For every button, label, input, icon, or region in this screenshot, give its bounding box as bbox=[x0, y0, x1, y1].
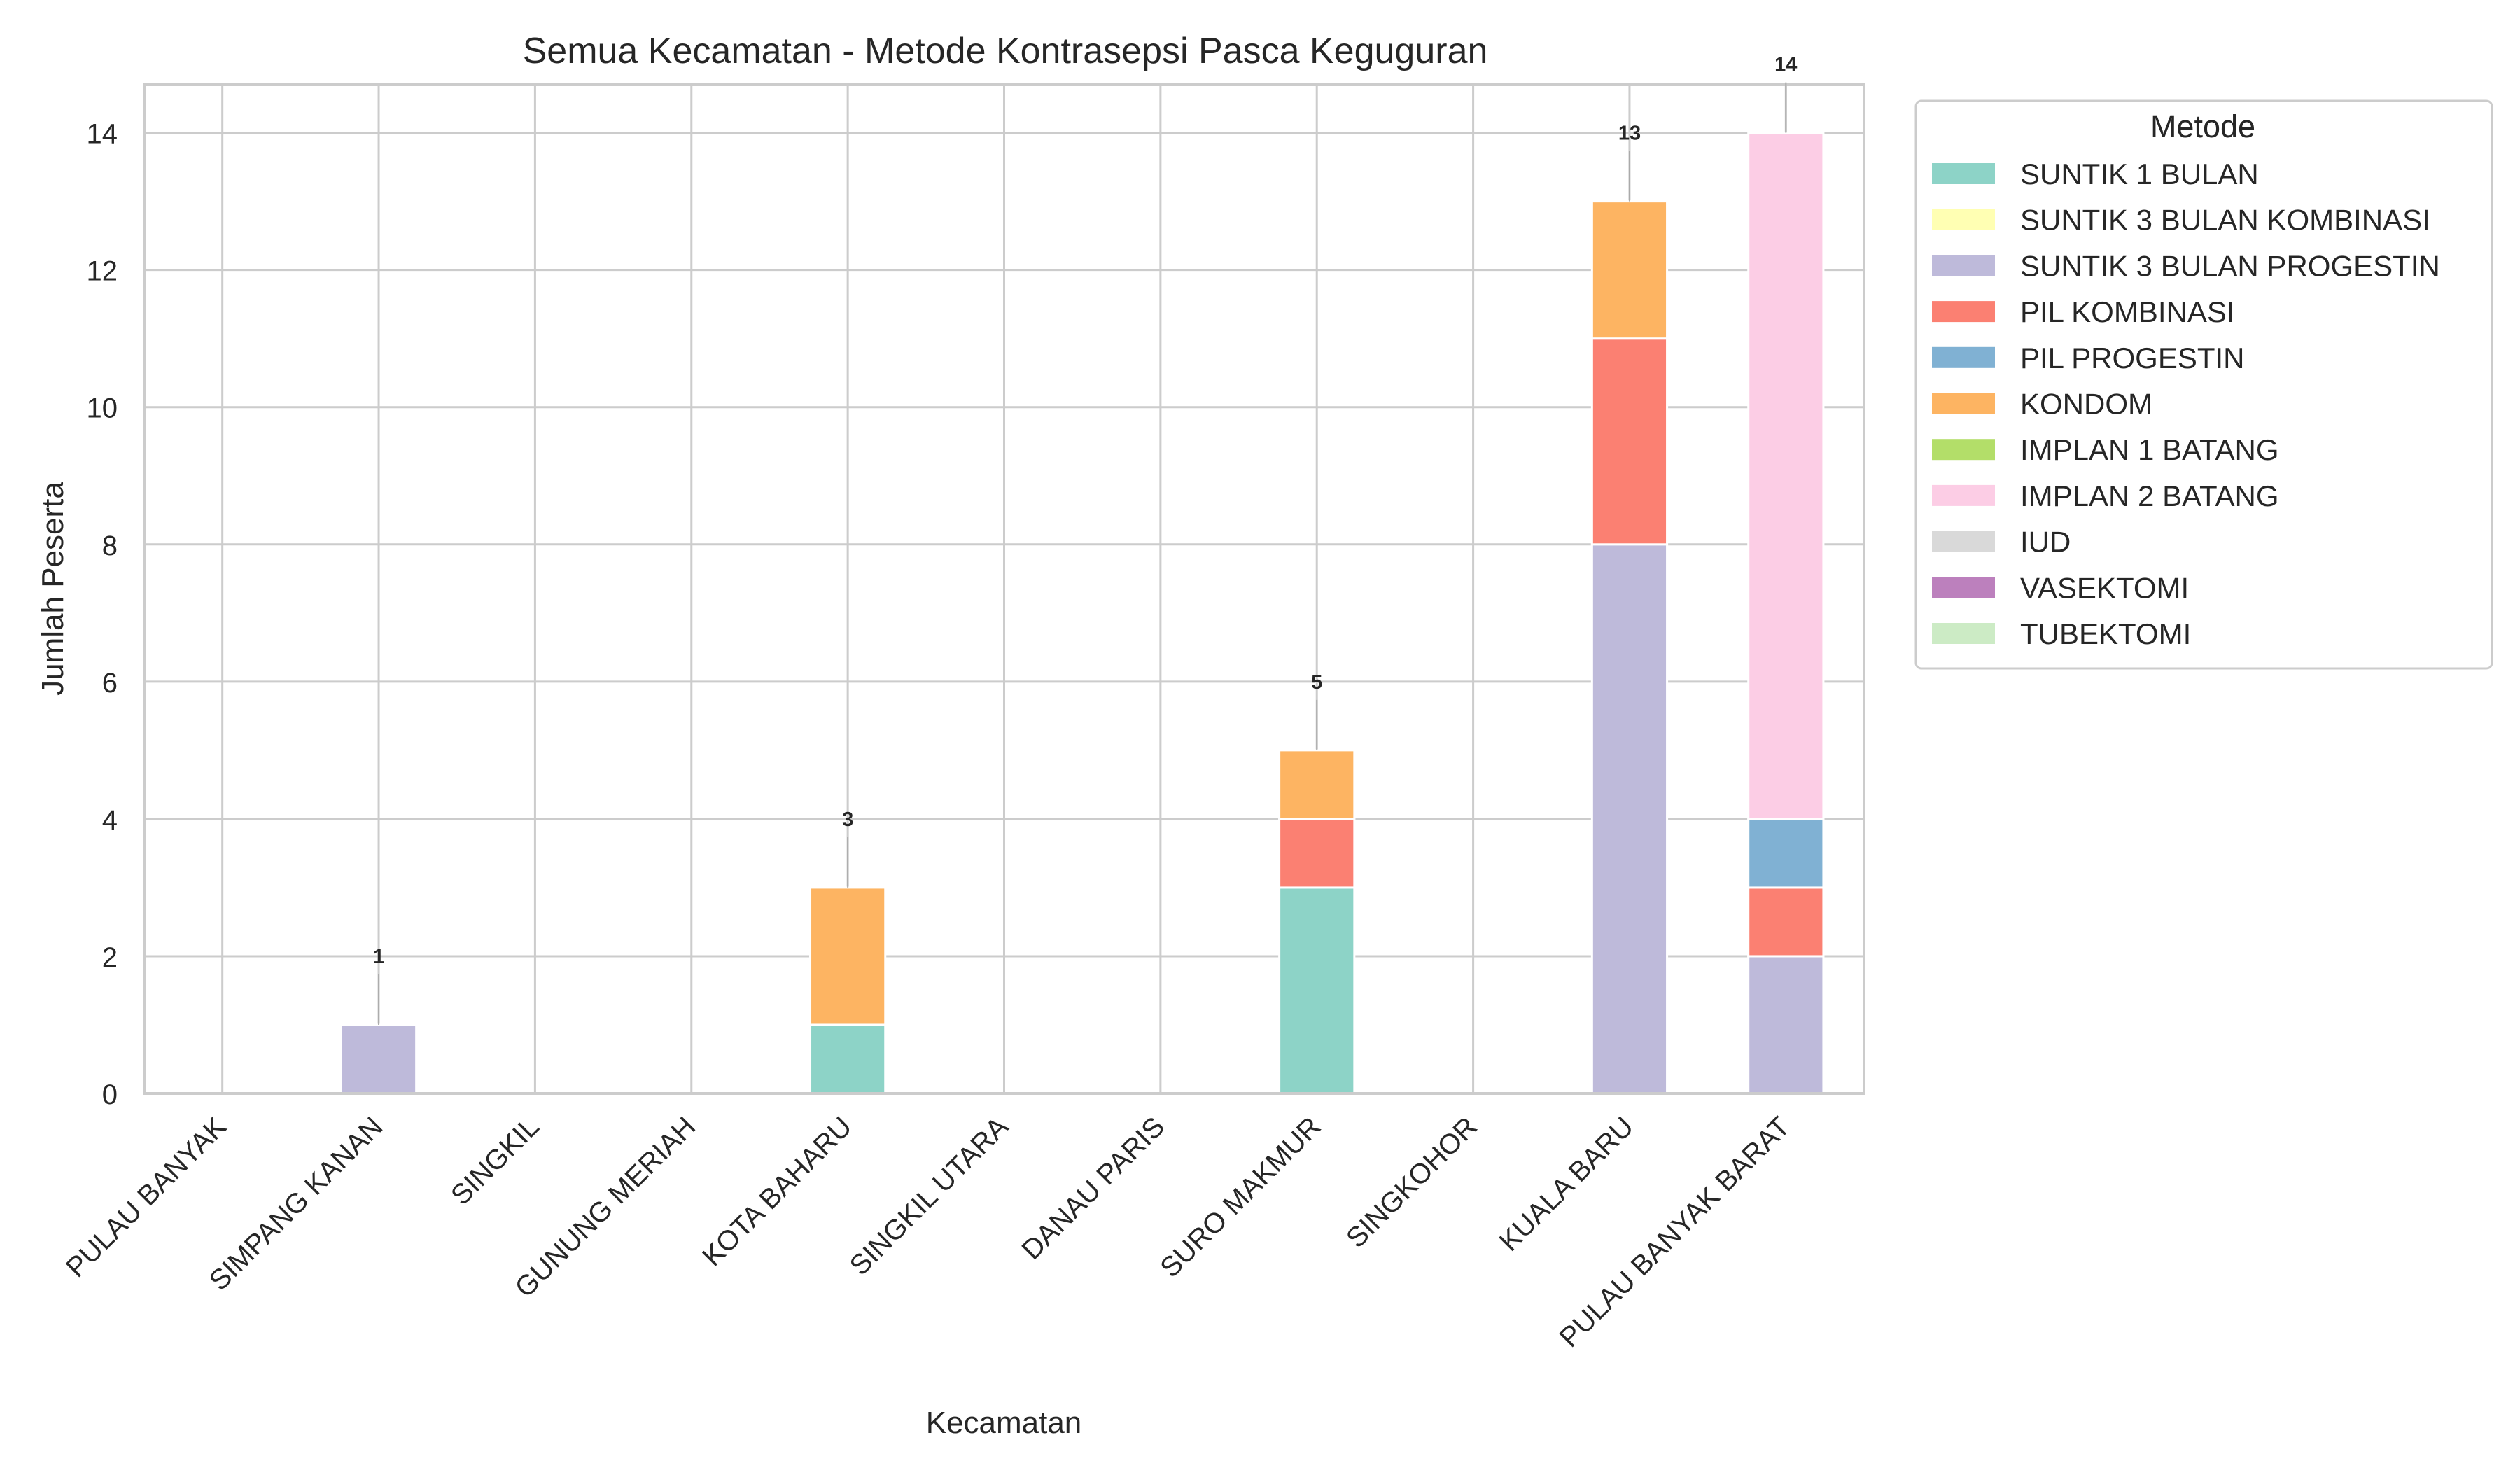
x-tick-label: KUALA BARU bbox=[1494, 1111, 1640, 1257]
bar-segment bbox=[1590, 543, 1669, 1095]
bar-segment bbox=[1278, 749, 1356, 820]
bar-segment bbox=[1278, 886, 1356, 1095]
legend-label: VASEKTOMI bbox=[2020, 571, 2189, 604]
legend-swatch bbox=[1932, 255, 1995, 276]
legend-swatch bbox=[1932, 301, 1995, 323]
y-tick-label: 12 bbox=[87, 256, 118, 287]
y-tick-label: 2 bbox=[102, 942, 118, 973]
total-label: 5 bbox=[1311, 671, 1322, 694]
y-tick-label: 14 bbox=[87, 119, 118, 150]
bar-segment bbox=[1747, 886, 1825, 958]
bar-segment bbox=[1747, 955, 1825, 1095]
legend-label: IMPLAN 1 BATANG bbox=[2020, 433, 2279, 466]
bar-segment bbox=[1278, 818, 1356, 889]
total-label: 1 bbox=[373, 946, 384, 968]
y-tick-label: 4 bbox=[102, 805, 118, 836]
y-tick-label: 8 bbox=[102, 531, 118, 561]
legend-frame bbox=[1914, 99, 2493, 670]
legend-label: PIL KOMBINASI bbox=[2020, 295, 2235, 328]
bar-stacks bbox=[340, 132, 1825, 1095]
legend-swatch bbox=[1932, 577, 1995, 598]
x-tick-label: PULAU BANYAK bbox=[60, 1111, 232, 1283]
x-tick-label: SINGKIL UTARA bbox=[844, 1111, 1015, 1282]
legend-label: SUNTIK 3 BULAN PROGESTIN bbox=[2020, 249, 2440, 282]
legend-label: SUNTIK 1 BULAN bbox=[2020, 158, 2259, 190]
legend-swatch bbox=[1932, 484, 1995, 506]
x-tick-label: SINGKIL bbox=[445, 1111, 545, 1211]
legend: Metode SUNTIK 1 BULAN SUNTIK 3 BULAN KOMB… bbox=[1914, 99, 2493, 670]
chart-title: Semua Kecamatan - Metode Kontrasepsi Pas… bbox=[523, 31, 1488, 71]
y-tick-label: 0 bbox=[102, 1079, 118, 1110]
x-tick-label: SIMPANG KANAN bbox=[204, 1111, 389, 1296]
legend-swatch bbox=[1932, 531, 1995, 552]
legend-swatch bbox=[1932, 163, 1995, 184]
legend-swatch bbox=[1932, 393, 1995, 414]
x-tick-label: SINGKOHOR bbox=[1340, 1111, 1483, 1254]
bar-segment bbox=[1590, 200, 1669, 340]
legend-label: SUNTIK 3 BULAN KOMBINASI bbox=[2020, 204, 2430, 237]
total-label: 13 bbox=[1618, 122, 1641, 145]
legend-items: SUNTIK 1 BULAN SUNTIK 3 BULAN KOMBINASI SU… bbox=[1932, 158, 2440, 650]
bar-segment bbox=[809, 1023, 887, 1095]
legend-label: KONDOM bbox=[2020, 388, 2152, 421]
legend-label: TUBEKTOMI bbox=[2020, 617, 2191, 650]
y-tick-label: 6 bbox=[102, 668, 118, 699]
x-axis-label: Kecamatan bbox=[926, 1406, 1082, 1440]
y-tick-label: 10 bbox=[87, 393, 118, 424]
bar-segment bbox=[1590, 337, 1669, 546]
total-label: 3 bbox=[842, 808, 853, 831]
legend-title: Metode bbox=[2150, 108, 2255, 144]
x-tick-label: SURO MAKMUR bbox=[1154, 1111, 1326, 1283]
legend-swatch bbox=[1932, 623, 1995, 644]
legend-swatch bbox=[1932, 209, 1995, 230]
bar-segment bbox=[809, 886, 887, 1026]
legend-label: IMPLAN 2 BATANG bbox=[2020, 479, 2279, 512]
total-label: 14 bbox=[1774, 54, 1797, 76]
bar-segment bbox=[1747, 818, 1825, 889]
legend-label: IUD bbox=[2020, 526, 2071, 559]
y-axis-label: Jumlah Peserta bbox=[36, 482, 70, 696]
legend-label: PIL PROGESTIN bbox=[2020, 342, 2245, 374]
legend-swatch bbox=[1932, 346, 1995, 368]
bar-segment bbox=[1747, 132, 1825, 820]
y-axis-ticks: 0 2 4 6 8 10 12 14 bbox=[87, 119, 118, 1110]
bar-segment bbox=[340, 1023, 418, 1095]
x-tick-label: DANAU PARIS bbox=[1016, 1111, 1170, 1266]
x-tick-label: KOTA BAHARU bbox=[696, 1111, 858, 1272]
legend-swatch bbox=[1932, 439, 1995, 461]
plot-frame bbox=[143, 83, 1865, 1095]
